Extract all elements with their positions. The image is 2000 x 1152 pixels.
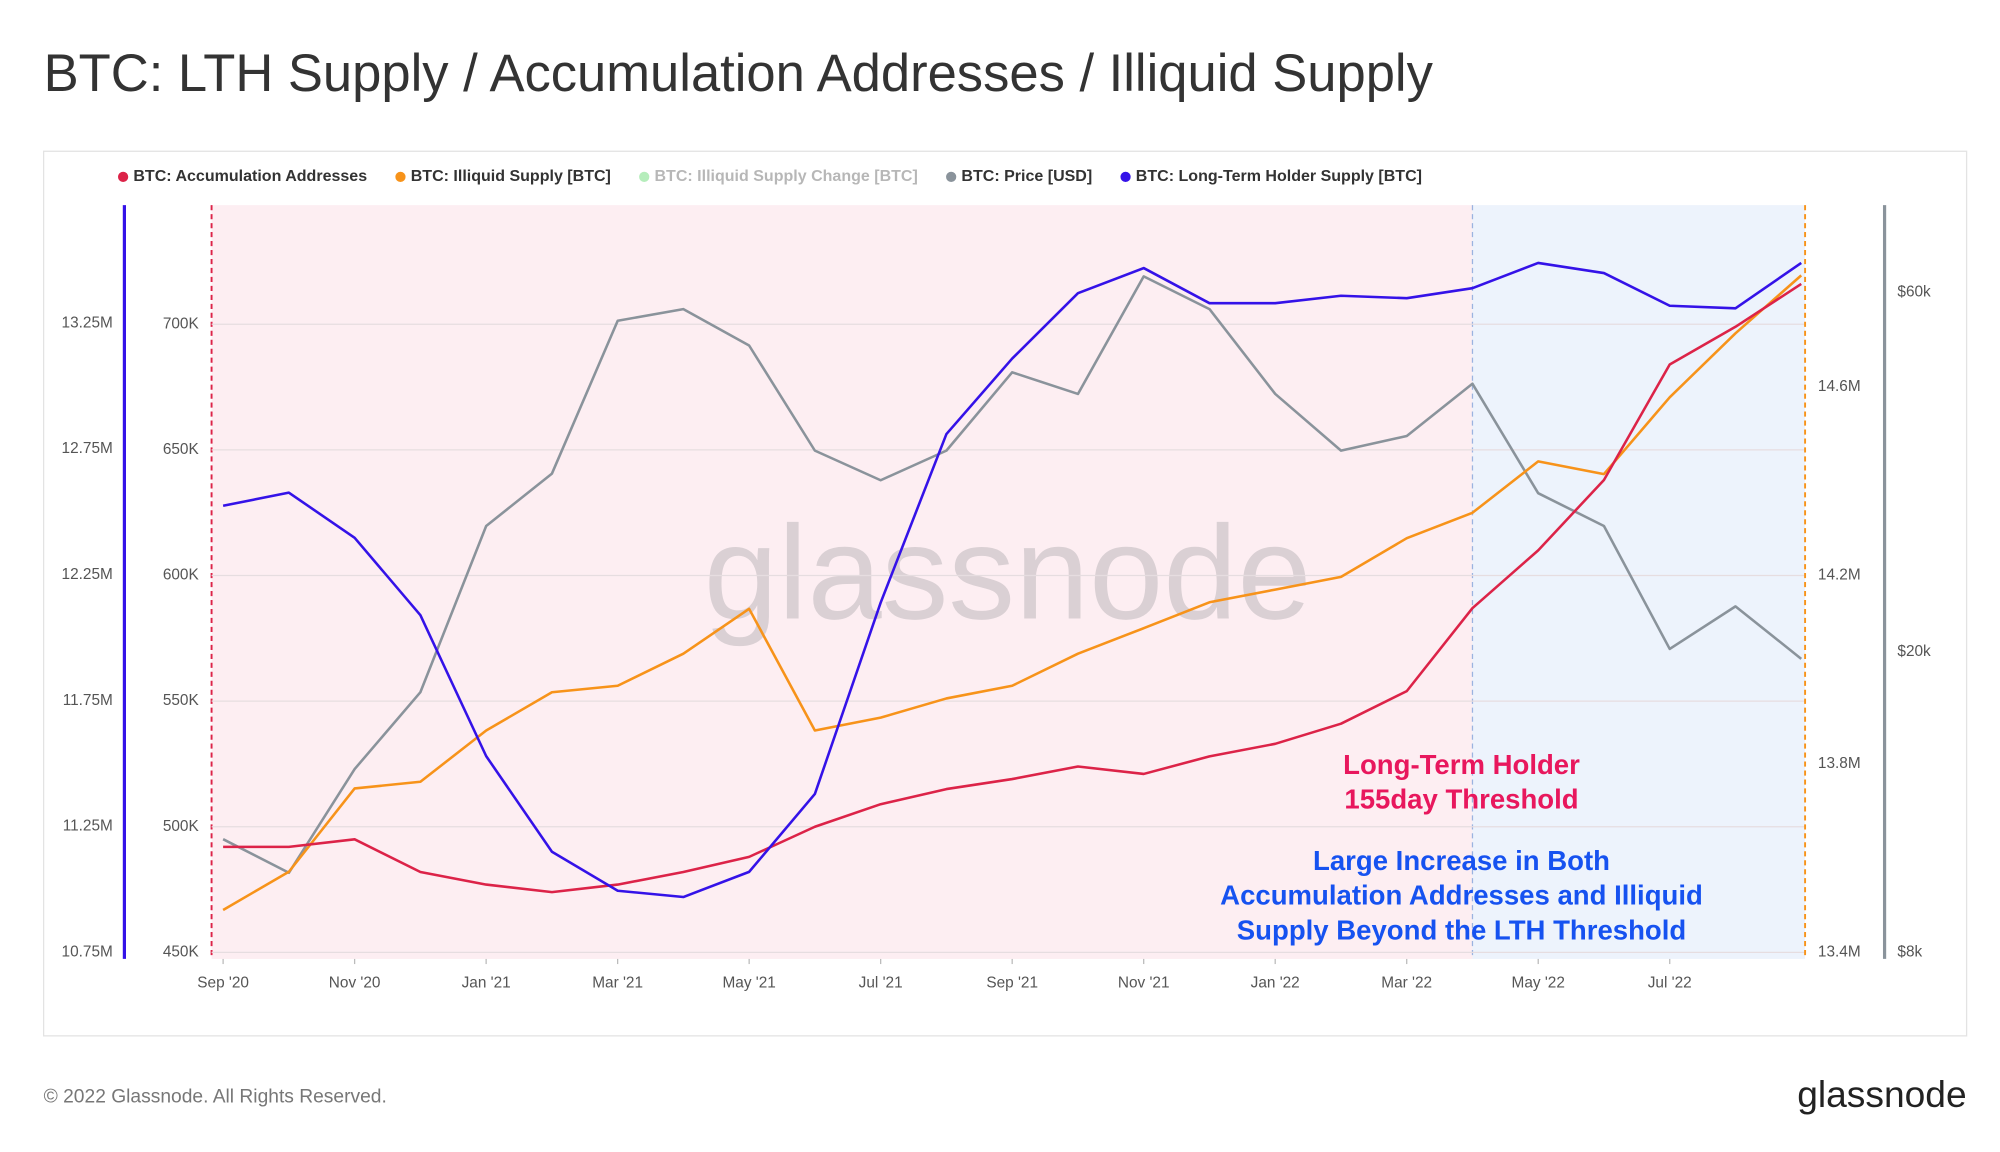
legend-swatch	[946, 171, 957, 183]
annotation: Large Increase in Both	[1313, 845, 1610, 876]
x-tick-label: Jul '22	[1648, 974, 1692, 991]
y-tick-label: 450K	[163, 943, 200, 960]
y-tick-label: 12.25M	[62, 566, 113, 583]
y-tick-label: 11.75M	[63, 692, 113, 709]
legend-label: BTC: Illiquid Supply [BTC]	[411, 167, 611, 185]
x-tick-label: Jan '21	[462, 974, 511, 991]
brand-logo: glassnode	[1797, 1073, 1966, 1115]
legend-swatch	[395, 171, 406, 183]
y-tick-label: 550K	[163, 692, 200, 709]
y-tick-label: $60k	[1897, 283, 1931, 300]
x-tick-label: Mar '21	[592, 974, 643, 991]
y-tick-label: 700K	[163, 315, 200, 332]
legend-item: BTC: Long-Term Holder Supply [BTC]	[1120, 167, 1422, 185]
chart-frame	[42, 150, 1968, 1037]
series-line	[222, 261, 1802, 899]
legend-swatch	[1120, 171, 1131, 183]
y-tick-label: 13.8M	[1818, 755, 1861, 772]
legend-swatch	[639, 171, 650, 183]
y-tick-label: 14.2M	[1818, 566, 1861, 583]
series-line	[223, 282, 1802, 894]
legend-item: BTC: Price [USD]	[946, 167, 1092, 185]
y-tick-label: 650K	[163, 441, 200, 458]
legend-label: BTC: Long-Term Holder Supply [BTC]	[1136, 167, 1422, 185]
watermark: glassnode	[704, 499, 1312, 648]
x-tick-label: Nov '21	[1118, 974, 1170, 991]
y-tick-label: $20k	[1897, 643, 1931, 660]
x-tick-label: Nov '20	[329, 974, 381, 991]
annotation: 155day Threshold	[1344, 784, 1578, 815]
footer: © 2022 Glassnode. All Rights Reserved.	[44, 1086, 387, 1107]
x-tick-label: Mar '22	[1381, 974, 1432, 991]
x-tick-label: May '21	[722, 974, 775, 991]
post-threshold-region	[1472, 205, 1806, 959]
y-tick-label: 11.25M	[63, 818, 113, 835]
y-tick-label: 14.6M	[1818, 378, 1861, 395]
legend-label: BTC: Price [USD]	[961, 167, 1092, 185]
chart-title: BTC: LTH Supply / Accumulation Addresses…	[44, 44, 1434, 103]
x-tick-label: Jan '22	[1251, 974, 1300, 991]
y-tick-label: $8k	[1897, 943, 1922, 960]
y-tick-label: 12.75M	[62, 440, 113, 457]
x-tick-label: May '22	[1512, 974, 1565, 991]
x-tick-label: Jul '21	[859, 974, 903, 991]
pre-threshold-region	[211, 205, 1473, 959]
legend-swatch	[117, 171, 129, 183]
y-tick-label: 500K	[163, 818, 200, 835]
legend-item: BTC: Illiquid Supply Change [BTC]	[639, 167, 918, 185]
legend-item: BTC: Accumulation Addresses	[117, 167, 367, 185]
legend-label: BTC: Accumulation Addresses	[133, 167, 367, 185]
annotation: Long-Term Holder	[1343, 749, 1580, 780]
y-tick-label: 13.4M	[1818, 943, 1861, 960]
y-tick-label: 600K	[163, 567, 200, 584]
annotation: Supply Beyond the LTH Threshold	[1237, 914, 1686, 945]
x-tick-label: Sep '21	[986, 974, 1038, 991]
y-tick-label: 13.25M	[62, 314, 113, 331]
x-tick-label: Sep '20	[197, 974, 249, 991]
legend-item: BTC: Illiquid Supply [BTC]	[395, 167, 611, 185]
series-line	[222, 275, 1803, 875]
annotation: Accumulation Addresses and Illiquid	[1220, 880, 1703, 911]
series-line	[222, 274, 1803, 912]
legend-label: BTC: Illiquid Supply Change [BTC]	[654, 167, 917, 185]
y-tick-label: 10.75M	[62, 943, 113, 960]
